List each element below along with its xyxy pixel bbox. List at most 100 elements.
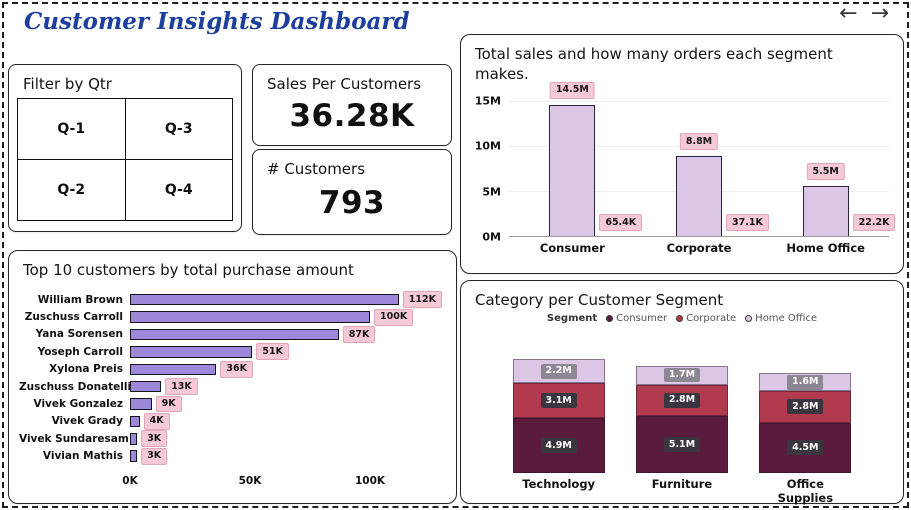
segment-corporate-technology[interactable]: 3.1M bbox=[512, 383, 605, 419]
customer-name-label: Yoseph Carroll bbox=[37, 345, 123, 358]
segment-value-label: 2.2M bbox=[540, 363, 577, 379]
nav-arrows: ← → bbox=[839, 0, 889, 28]
customer-bar-row: Vivek Gonzalez 9K bbox=[19, 395, 448, 413]
sales-bar-consumer[interactable] bbox=[549, 104, 596, 236]
purchase-bar-vivek-grady[interactable] bbox=[130, 415, 140, 428]
legend-item-corporate: Corporate bbox=[676, 313, 736, 324]
customer-name-label: Zuschuss Carroll bbox=[24, 311, 123, 324]
legend-dot-icon bbox=[676, 315, 684, 322]
segment-sales-panel: Total sales and how many orders each seg… bbox=[460, 34, 904, 274]
purchase-bar-william-brown[interactable] bbox=[130, 293, 399, 306]
x-axis-category-label: Furniture bbox=[651, 477, 713, 491]
segment-value-label: 4.5M bbox=[787, 440, 824, 456]
legend-dot-icon bbox=[745, 315, 753, 322]
customer-name-label: William Brown bbox=[37, 293, 123, 306]
sales-value-label: 5.5M bbox=[806, 163, 845, 181]
customer-bar-row: Vivek Sundaresam 3K bbox=[19, 430, 448, 448]
purchase-bar-vivek-gonzalez[interactable] bbox=[130, 398, 152, 410]
segment-home-office-office-supplies[interactable]: 1.6M bbox=[759, 373, 852, 392]
purchase-value-label: 9K bbox=[155, 395, 182, 413]
orders-value-label: 22.2K bbox=[852, 214, 896, 231]
purchase-bar-vivian-mathis[interactable] bbox=[130, 450, 138, 462]
segment-value-label: 2.8M bbox=[787, 399, 824, 415]
segment-home-office-furniture[interactable]: 1.7M bbox=[635, 365, 728, 385]
segment-corporate-furniture[interactable]: 2.8M bbox=[635, 384, 728, 416]
back-arrow-icon[interactable]: ← bbox=[839, 1, 858, 26]
y-axis-tick: 5M bbox=[482, 185, 501, 199]
customer-name-label: Vivek Sundaresam bbox=[19, 432, 129, 445]
segment-value-label: 4.9M bbox=[540, 438, 577, 453]
x-axis-category-label: Corporate bbox=[666, 241, 732, 255]
top-customers-chart: William Brown 112K Zuschuss Carroll 100K Yan… bbox=[19, 291, 448, 465]
sales-bar-home-office[interactable] bbox=[802, 186, 849, 236]
stacked-column-technology: 2.2M 3.1M 4.9M Technology bbox=[512, 358, 605, 491]
kpi-customers-card: # Customers 793 bbox=[252, 149, 452, 235]
segment-home-office-technology[interactable]: 2.2M bbox=[512, 358, 605, 384]
customer-name-label: Vivek Gonzalez bbox=[33, 398, 123, 411]
forward-arrow-icon[interactable]: → bbox=[870, 1, 889, 26]
legend: Segment Consumer Corporate Home Office bbox=[461, 313, 903, 324]
purchase-value-label: 4K bbox=[143, 412, 170, 430]
x-axis: 0K 50K 100K bbox=[122, 475, 448, 491]
purchase-bar-yoseph-carroll[interactable] bbox=[130, 346, 253, 358]
customer-name-label: Vivek Grady bbox=[51, 415, 123, 428]
legend-dot-icon bbox=[606, 315, 614, 322]
x-axis-category-label: Consumer bbox=[539, 241, 605, 255]
plot-area: 14.5M 65.4K Consumer 8.8M 37.1K Corporate 5.5M… bbox=[509, 81, 896, 255]
customer-bar-row: Vivian Mathis 3K bbox=[19, 447, 448, 465]
stacked-bar-chart: 2.2M 3.1M 4.9M Technology 1.7M 2.8M 5.1M Furnit… bbox=[497, 329, 867, 505]
legend-title: Segment bbox=[546, 313, 598, 324]
kpi-customers-value: 793 bbox=[318, 185, 386, 221]
purchase-value-label: 51K bbox=[256, 343, 289, 361]
x-axis-tick: 0K bbox=[122, 475, 138, 487]
y-axis: 15M 10M 5M 0M bbox=[473, 95, 509, 244]
segment-column-home-office: 5.5M 22.2K Home Office bbox=[762, 101, 896, 255]
purchase-value-label: 3K bbox=[141, 447, 168, 465]
segment-sales-chart-title: Total sales and how many orders each seg… bbox=[475, 45, 833, 84]
y-axis-tick: 15M bbox=[474, 94, 501, 108]
category-segment-panel: Category per Customer Segment Segment Con… bbox=[460, 280, 904, 505]
purchase-value-label: 100K bbox=[374, 308, 414, 326]
purchase-value-label: 36K bbox=[220, 360, 253, 378]
segment-corporate-office-supplies[interactable]: 2.8M bbox=[759, 391, 852, 423]
y-axis-tick: 0M bbox=[482, 230, 501, 244]
segment-column-consumer: 14.5M 65.4K Consumer bbox=[509, 81, 643, 255]
purchase-bar-zuschuss-donatelli[interactable] bbox=[130, 380, 162, 393]
x-axis-category-label: Technology bbox=[522, 477, 596, 491]
dashboard-title: Customer Insights Dashboard bbox=[24, 8, 410, 35]
category-segment-chart-title: Category per Customer Segment bbox=[475, 291, 724, 309]
purchase-value-label: 87K bbox=[342, 326, 376, 343]
customer-bar-row: Vivek Grady 4K bbox=[19, 412, 448, 430]
kpi-sales-value: 36.28K bbox=[289, 98, 415, 134]
sales-value-label: 8.8M bbox=[679, 133, 719, 151]
filter-q4-button[interactable]: Q-4 bbox=[125, 160, 232, 220]
customer-name-label: Xylona Preis bbox=[49, 363, 123, 376]
customer-bar-row: Yoseph Carroll 51K bbox=[19, 343, 448, 361]
purchase-bar-vivek-sundaresam[interactable] bbox=[130, 433, 138, 445]
customer-bar-row: William Brown 112K bbox=[19, 291, 448, 309]
quarter-filter-grid: Q-1 Q-3 Q-2 Q-4 bbox=[17, 98, 233, 221]
quarter-filter-title: Filter by Qtr bbox=[23, 75, 112, 93]
segment-value-label: 1.7M bbox=[663, 367, 701, 383]
segment-consumer-technology[interactable]: 4.9M bbox=[512, 418, 605, 473]
segment-value-label: 1.6M bbox=[787, 374, 824, 390]
gridline bbox=[509, 101, 889, 102]
segment-value-label: 2.8M bbox=[663, 392, 701, 408]
purchase-bar-yana-sorensen[interactable] bbox=[130, 328, 339, 341]
segment-consumer-office-supplies[interactable]: 4.5M bbox=[759, 422, 852, 473]
purchase-bar-zuschuss-carroll[interactable] bbox=[130, 311, 370, 323]
customer-name-label: Zuschuss Donatelli bbox=[19, 380, 132, 393]
segment-value-label: 3.1M bbox=[540, 393, 577, 409]
purchase-bar-xylona-preis[interactable] bbox=[130, 363, 217, 375]
legend-label: Consumer bbox=[616, 313, 668, 324]
sales-bar-corporate[interactable] bbox=[676, 156, 722, 236]
x-axis-tick: 50K bbox=[238, 475, 262, 487]
filter-q1-button[interactable]: Q-1 bbox=[18, 99, 125, 159]
segment-column-corporate: 8.8M 37.1K Corporate bbox=[636, 101, 769, 255]
filter-q3-button[interactable]: Q-3 bbox=[125, 99, 232, 159]
legend-label: Home Office bbox=[755, 313, 818, 324]
filter-q2-button[interactable]: Q-2 bbox=[18, 160, 125, 220]
kpi-sales-label: Sales Per Customers bbox=[267, 75, 422, 93]
segment-consumer-furniture[interactable]: 5.1M bbox=[635, 415, 728, 473]
stacked-column-office-supplies: 1.6M 2.8M 4.5M Office Supplies bbox=[759, 373, 852, 505]
